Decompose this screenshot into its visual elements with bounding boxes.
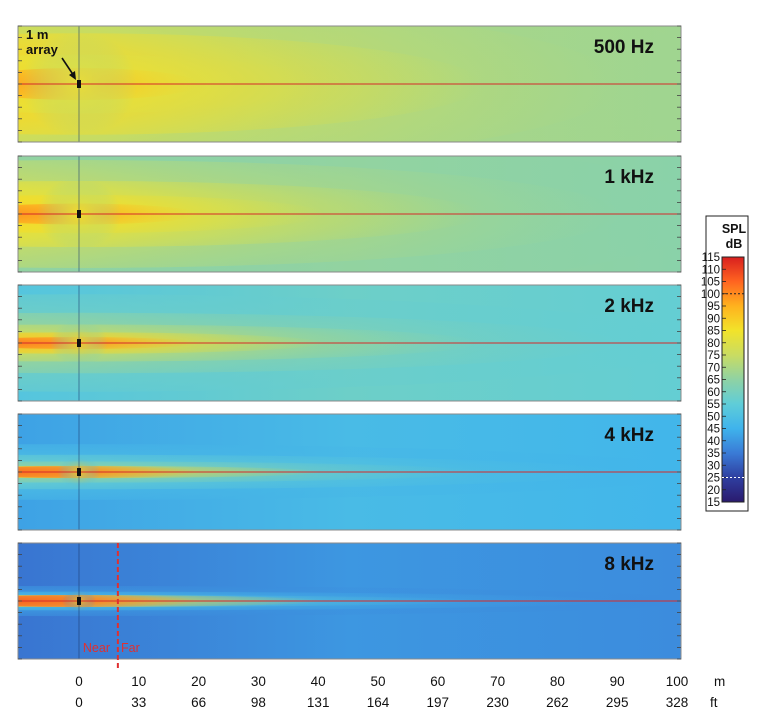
colorbar-tick: 80 bbox=[707, 338, 720, 350]
colorbar-tick: 20 bbox=[707, 485, 720, 497]
panel-4: 4 kHz bbox=[17, 413, 682, 531]
x-tick-feet: 66 bbox=[191, 695, 206, 710]
x-tick-meters: 0 bbox=[75, 674, 83, 689]
array-marker bbox=[77, 468, 81, 476]
x-tick-meters: 60 bbox=[430, 674, 445, 689]
colorbar-title-spl: SPL bbox=[722, 222, 747, 236]
array-marker bbox=[77, 80, 81, 88]
array-marker bbox=[77, 339, 81, 347]
x-tick-meters: 100 bbox=[666, 674, 689, 689]
colorbar-tick: 40 bbox=[707, 436, 720, 448]
far-label: Far bbox=[121, 641, 140, 655]
annotations: 1 m array Near Far bbox=[26, 27, 140, 669]
x-tick-meters: 80 bbox=[550, 674, 565, 689]
colorbar-title-db: dB bbox=[726, 237, 743, 251]
panel-title: 1 kHz bbox=[604, 167, 654, 188]
x-tick-meters: 30 bbox=[251, 674, 266, 689]
colorbar-frame bbox=[705, 215, 749, 512]
panel-1: 500 Hz bbox=[17, 25, 682, 143]
x-tick-meters: 90 bbox=[610, 674, 625, 689]
colorbar-tick: 15 bbox=[707, 497, 720, 509]
colorbar-tick: 35 bbox=[707, 448, 720, 460]
colorbar-tick: 25 bbox=[707, 473, 720, 485]
colorbar-tick: 30 bbox=[707, 460, 720, 472]
colorbar-tick: 60 bbox=[707, 387, 720, 399]
colorbar-tick: 70 bbox=[707, 362, 720, 374]
array-arrowhead bbox=[69, 71, 76, 80]
x-tick-meters: 70 bbox=[490, 674, 505, 689]
colorbar-tick: 55 bbox=[707, 399, 720, 411]
colorbar-tick: 50 bbox=[707, 411, 720, 423]
panel-title: 4 kHz bbox=[604, 425, 654, 446]
colorbar-tick: 85 bbox=[707, 326, 720, 338]
colorbar-tick: 105 bbox=[701, 277, 720, 289]
colorbar-tick: 45 bbox=[707, 424, 720, 436]
x-tick-meters: 20 bbox=[191, 674, 206, 689]
x-tick-feet: 328 bbox=[666, 695, 689, 710]
panel-2: 1 kHz bbox=[17, 155, 682, 273]
x-tick-feet: 33 bbox=[131, 695, 146, 710]
x-axis: m ft 0 0 10 33 20 66 30 98 40 131 50 164 60 197 70 230 8… bbox=[75, 674, 725, 710]
panel-title: 2 kHz bbox=[604, 296, 654, 317]
x-tick-meters: 40 bbox=[311, 674, 326, 689]
x-tick-meters: 50 bbox=[370, 674, 385, 689]
colorbar-tick: 75 bbox=[707, 350, 720, 362]
x-tick-feet: 262 bbox=[546, 695, 569, 710]
colorbar-tick: 100 bbox=[701, 289, 720, 301]
x-tick-feet: 0 bbox=[75, 695, 83, 710]
array-marker bbox=[77, 597, 81, 605]
x-tick-feet: 164 bbox=[367, 695, 390, 710]
x-tick-meters: 10 bbox=[131, 674, 146, 689]
x-axis-unit-meters: m bbox=[714, 674, 725, 689]
panel-5: 8 kHz bbox=[17, 542, 682, 660]
x-tick-feet: 131 bbox=[307, 695, 330, 710]
colorbar: SPL dB 115110105100959085807570656055504… bbox=[701, 215, 749, 512]
colorbar-tick: 110 bbox=[702, 264, 720, 276]
panel-3: 2 kHz bbox=[17, 284, 682, 402]
colorbar-tick: 115 bbox=[702, 252, 720, 264]
x-tick-feet: 230 bbox=[486, 695, 509, 710]
x-tick-feet: 295 bbox=[606, 695, 629, 710]
array-label-line1: 1 m bbox=[26, 27, 48, 42]
heatmap-panels: 500 Hz 1 kHz 2 kHz 4 kHz 8 kHz bbox=[17, 25, 682, 660]
x-tick-feet: 197 bbox=[427, 695, 450, 710]
colorbar-tick: 65 bbox=[707, 375, 720, 387]
colorbar-tick: 90 bbox=[707, 313, 720, 325]
colorbar-tick: 95 bbox=[707, 301, 720, 313]
x-tick-feet: 98 bbox=[251, 695, 266, 710]
array-marker bbox=[77, 210, 81, 218]
x-axis-unit-feet: ft bbox=[710, 695, 718, 710]
near-label: Near bbox=[83, 641, 110, 655]
panel-title: 500 Hz bbox=[594, 37, 654, 58]
panel-title: 8 kHz bbox=[604, 554, 654, 575]
array-label-line2: array bbox=[26, 42, 59, 57]
